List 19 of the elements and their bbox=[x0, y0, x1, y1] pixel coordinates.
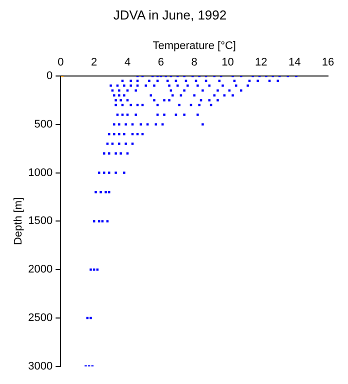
x-tick-label: 0 bbox=[58, 56, 64, 68]
y-tick-label: 2500 bbox=[28, 312, 53, 324]
x-tick-label: 14 bbox=[288, 56, 301, 68]
x-tick-label: 6 bbox=[158, 56, 164, 68]
y-tick-label: 3000 bbox=[28, 360, 53, 372]
y-tick-label: 500 bbox=[34, 118, 53, 130]
x-tick-label: 16 bbox=[322, 56, 334, 68]
y-tick-label: 2000 bbox=[28, 264, 53, 276]
x-tick-label: 8 bbox=[191, 56, 198, 68]
y-tick-label: 1000 bbox=[28, 166, 53, 179]
x-tick-label: 12 bbox=[255, 56, 268, 68]
chart-title: JDVA in June, 1992 bbox=[113, 7, 227, 22]
x-tick-label: 4 bbox=[124, 56, 131, 68]
y-tick-label: 0 bbox=[46, 70, 53, 82]
x-tick-label: 2 bbox=[91, 56, 98, 68]
x-tick-label: 10 bbox=[222, 56, 234, 68]
x-axis-title: Temperature [°C] bbox=[152, 40, 236, 52]
y-tick-label: 1500 bbox=[28, 215, 53, 228]
y-axis-title: Depth [m] bbox=[12, 197, 25, 246]
